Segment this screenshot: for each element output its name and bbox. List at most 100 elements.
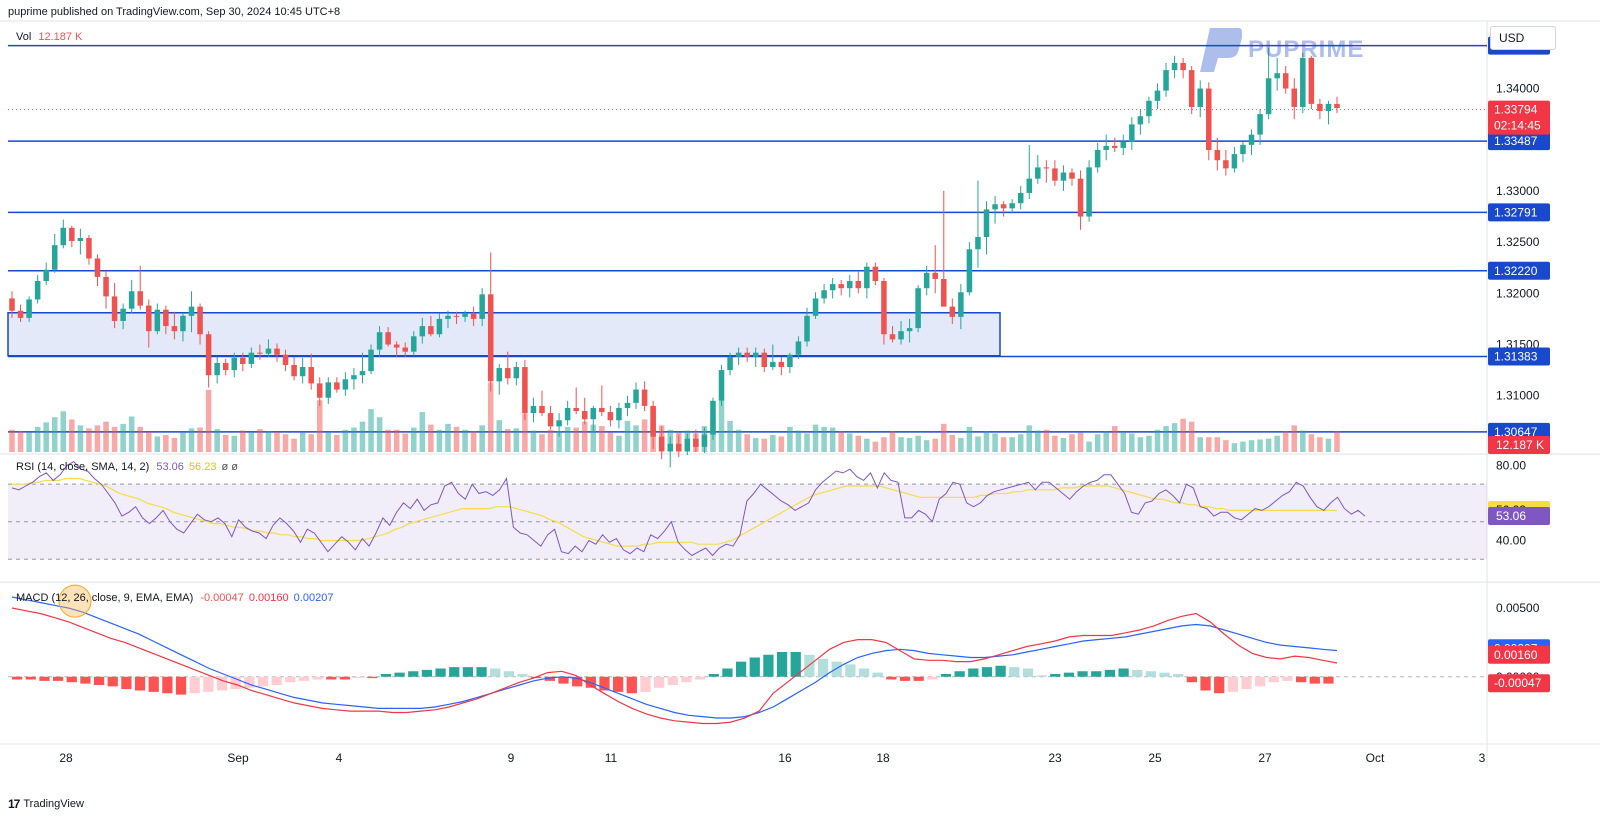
volume-bar: [556, 431, 562, 452]
volume-bar: [419, 412, 426, 452]
macd-hist-value: -0.00047: [200, 592, 244, 604]
volume-bar: [17, 431, 24, 452]
macd-histogram-bar: [175, 676, 187, 695]
candle-body: [257, 352, 263, 354]
macd-histogram-bar: [353, 676, 364, 679]
volume-bar: [291, 438, 297, 452]
candle-body: [385, 332, 391, 345]
candle-body: [1035, 167, 1041, 179]
macd-histogram-bar: [913, 676, 924, 681]
volume-bar: [1334, 431, 1340, 452]
volume-bar: [86, 428, 92, 452]
macd-signal-value: 0.00160: [248, 592, 289, 604]
macd-histogram-bar: [1145, 671, 1157, 677]
candle-body: [599, 407, 605, 413]
signal-line: [11, 607, 1338, 725]
candle-body: [581, 411, 588, 420]
macd-histogram-bar: [954, 671, 965, 677]
candle-body: [727, 356, 733, 371]
volume-bar: [274, 432, 280, 452]
candle-body: [1017, 192, 1024, 204]
volume-bar: [402, 433, 408, 452]
volume-bar: [522, 413, 528, 452]
volume-bar: [804, 433, 810, 452]
time-tick-label: 27: [1258, 751, 1272, 765]
macd-histogram-bar: [517, 674, 528, 677]
macd-histogram-bar: [1282, 676, 1293, 681]
candle-body: [1052, 168, 1058, 181]
macd-histogram-bar: [831, 661, 842, 677]
level-label-box: [1488, 261, 1550, 280]
level-label-box: [1488, 347, 1550, 366]
macd-histogram-bar: [39, 676, 50, 681]
macd-histogram-bar: [1255, 676, 1266, 687]
volume-bar: [727, 420, 733, 452]
volume-bar: [564, 426, 571, 452]
candle-body: [641, 389, 648, 406]
volume-bar: [1206, 437, 1212, 452]
volume-bar: [1317, 437, 1323, 452]
candle-body: [949, 306, 956, 317]
candle-body: [1265, 78, 1272, 115]
rsi-ma-line: [12, 477, 1337, 547]
candle-body: [667, 443, 673, 451]
volume-bar: [735, 429, 742, 452]
volume-bar: [1240, 441, 1246, 452]
candle-body: [1240, 144, 1246, 155]
rsi-pane: [8, 460, 1487, 560]
candle-body: [197, 306, 203, 335]
candle-body: [1274, 73, 1280, 79]
volume-bar: [872, 441, 879, 452]
candle-body: [804, 315, 810, 342]
candle-body: [402, 347, 408, 352]
rsi-ma-value: 56.23: [188, 461, 217, 473]
candle-body: [838, 284, 844, 289]
macd-histogram-bar: [1104, 669, 1116, 677]
volume-bar: [1077, 432, 1084, 452]
candle-body: [752, 352, 759, 357]
macd-histogram-bar: [12, 676, 23, 680]
candle-body: [1206, 88, 1212, 150]
candle-body: [334, 382, 340, 390]
volume-bar: [1257, 439, 1263, 452]
currency-selector[interactable]: USD: [1490, 26, 1556, 50]
candle-body: [761, 352, 768, 368]
macd-histogram-bar: [134, 676, 146, 691]
volume-bar: [1094, 434, 1101, 452]
volume-bar: [812, 424, 819, 452]
macd-histogram-bar: [121, 676, 132, 690]
candle-body: [1257, 114, 1263, 135]
volume-bar: [949, 434, 956, 452]
candle-body: [146, 305, 152, 332]
level-label: 1.31383: [1494, 349, 1538, 363]
macd-histogram-bar: [162, 676, 173, 694]
candle-body: [966, 249, 973, 293]
volume-bar: [205, 389, 212, 452]
watermark-text: PUPRIME: [1248, 36, 1365, 63]
macd-histogram-bar: [544, 676, 555, 681]
countdown-label: 02:14:45: [1494, 119, 1541, 133]
candle-body: [120, 308, 126, 321]
candle-body: [9, 298, 15, 311]
candle-body: [111, 296, 118, 321]
volume-bar: [299, 432, 306, 452]
macd-histogram-bar: [1214, 676, 1225, 694]
volume-bar: [718, 400, 725, 452]
candle-body: [607, 412, 614, 421]
price-axis: 1.345001.340001.335001.330001.325001.320…: [1488, 30, 1550, 693]
candle-body: [137, 291, 143, 306]
macd-value-box: [1488, 674, 1550, 693]
candle-body: [633, 389, 639, 403]
volume-bar: [385, 429, 391, 452]
macd-histogram-bar: [1009, 667, 1020, 677]
volume-bar: [453, 426, 460, 452]
volume-bar: [1009, 437, 1015, 452]
volume-bar: [983, 431, 990, 452]
volume-bar: [111, 426, 118, 452]
macd-value-box: [1488, 645, 1550, 664]
volume-bar: [1137, 437, 1144, 452]
volume-bar: [214, 429, 220, 452]
volume-bar: [282, 434, 289, 452]
macd-histogram-bar: [817, 658, 829, 677]
